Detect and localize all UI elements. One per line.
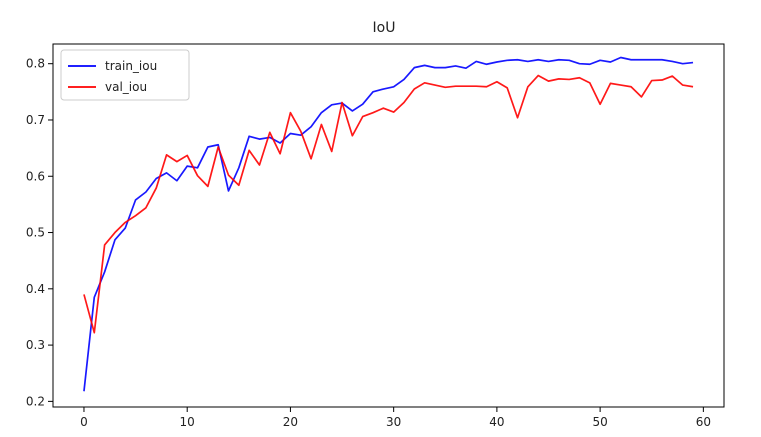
series-line-train-iou	[83, 56, 694, 392]
chart-title: IoU	[373, 20, 396, 36]
y-tick-label: 0.5	[26, 226, 45, 240]
plot-area	[52, 43, 725, 408]
y-tick-label: 0.4	[26, 282, 45, 296]
y-tick-label: 0.8	[26, 57, 45, 71]
y-tick-label: 0.7	[26, 113, 45, 127]
series-line-val-iou	[83, 74, 694, 334]
y-tick-label: 0.2	[26, 394, 45, 408]
x-tick-label: 30	[386, 415, 401, 429]
x-tick-label: 20	[283, 415, 298, 429]
x-tick-label: 60	[696, 415, 711, 429]
x-axis: 0 10 20 30 40 50 60	[80, 407, 711, 429]
y-tick-label: 0.3	[26, 338, 45, 352]
y-tick-label: 0.6	[26, 169, 45, 183]
legend: train_iou val_iou	[60, 49, 190, 101]
x-tick-label: 40	[489, 415, 504, 429]
series-lines	[83, 56, 694, 392]
plot-frame	[52, 43, 725, 408]
x-tick-label: 0	[80, 415, 88, 429]
legend-label: train_iou	[105, 59, 157, 73]
legend-label: val_iou	[105, 80, 147, 94]
x-tick-label: 10	[180, 415, 195, 429]
y-axis: 0.2 0.3 0.4 0.5 0.6 0.7 0.8	[26, 57, 53, 408]
x-tick-label: 50	[592, 415, 607, 429]
